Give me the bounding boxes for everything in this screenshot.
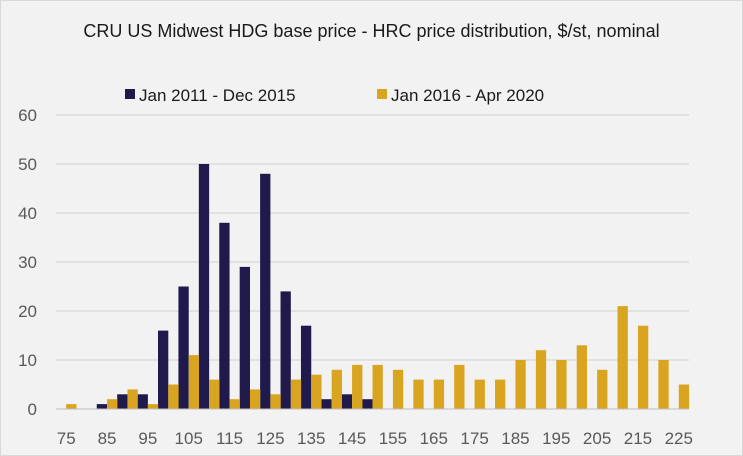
x-tick-label: 195 — [542, 429, 570, 448]
y-tick-label: 0 — [28, 400, 37, 419]
bar-series1 — [362, 399, 373, 409]
bar-series2 — [311, 374, 322, 409]
x-tick-label: 175 — [460, 429, 488, 448]
bar-series2 — [413, 379, 424, 409]
bar-series1 — [300, 325, 312, 409]
x-tick-label: 105 — [175, 429, 203, 448]
bar-series2 — [658, 360, 669, 409]
x-tick-label: 145 — [338, 429, 366, 448]
y-tick-label: 20 — [18, 302, 37, 321]
bar-series2 — [454, 364, 465, 409]
legend-label: Jan 2011 - Dec 2015 — [139, 86, 296, 105]
legend-label: Jan 2016 - Apr 2020 — [391, 86, 544, 105]
bar-series1 — [341, 394, 353, 409]
x-tick-label: 125 — [256, 429, 284, 448]
legend-swatch — [377, 89, 387, 99]
bar-series2 — [331, 369, 342, 409]
bar-series1 — [117, 394, 128, 409]
bar-series2 — [433, 379, 445, 409]
legend-swatch — [125, 89, 135, 99]
bar-series2 — [270, 394, 281, 409]
x-tick-label: 225 — [665, 429, 693, 448]
bar-series2 — [127, 389, 138, 409]
bar-series1 — [260, 173, 271, 409]
bar-series2 — [617, 306, 628, 409]
bar-series2 — [515, 360, 526, 409]
bar-series2 — [597, 369, 608, 409]
y-tick-label: 10 — [18, 351, 37, 370]
bar-series1 — [321, 399, 332, 409]
bar-series1 — [280, 291, 291, 409]
bar-series1 — [158, 330, 169, 409]
y-tick-label: 40 — [18, 204, 37, 223]
bar-series2 — [372, 364, 383, 409]
bar-series1 — [198, 164, 210, 409]
bar-series2 — [290, 379, 302, 409]
bar-series2 — [474, 379, 485, 409]
bar-series2 — [556, 360, 567, 409]
bar-series2 — [168, 384, 179, 409]
x-tick-label: 155 — [379, 429, 407, 448]
bar-series1 — [219, 222, 230, 409]
x-tick-label: 135 — [297, 429, 325, 448]
bar-series2 — [678, 384, 690, 409]
bar-series2 — [535, 350, 547, 409]
bar-series2 — [495, 379, 506, 409]
x-tick-label: 165 — [420, 429, 448, 448]
y-tick-label: 60 — [18, 106, 37, 125]
bar-series2 — [66, 404, 77, 409]
bar-series1 — [239, 266, 250, 409]
bar-series2 — [147, 404, 159, 409]
x-tick-label: 215 — [624, 429, 652, 448]
x-tick-label: 85 — [98, 429, 117, 448]
bar-series2 — [392, 369, 404, 409]
bar-series2 — [576, 345, 587, 409]
bar-series2 — [107, 399, 118, 409]
y-tick-label: 50 — [18, 155, 37, 174]
x-tick-label: 115 — [216, 429, 243, 448]
x-tick-label: 95 — [138, 429, 157, 448]
grid-layer — [56, 114, 689, 361]
chart-title: CRU US Midwest HDG base price - HRC pric… — [83, 21, 660, 41]
bar-series2 — [352, 364, 363, 409]
x-tick-label: 185 — [501, 429, 529, 448]
y-tick-label: 30 — [18, 253, 37, 272]
bars-layer — [66, 164, 690, 409]
x-tick-label: 75 — [57, 429, 76, 448]
bar-series2 — [637, 325, 649, 409]
axis-layer: 0 10 20 30 40 50 60 75 85 95 105 115 125 135 145 155 165… — [18, 106, 693, 448]
bar-series1 — [178, 286, 189, 409]
x-tick-label: 205 — [583, 429, 611, 448]
bar-series2 — [209, 379, 220, 409]
legend-layer: Jan 2011 - Dec 2015 Jan 2016 - Apr 2020 — [125, 86, 544, 105]
bar-series2 — [229, 399, 240, 409]
bar-series2 — [249, 389, 261, 409]
bar-series1 — [137, 394, 148, 409]
bar-series2 — [188, 355, 200, 409]
bar-series1 — [96, 404, 108, 409]
